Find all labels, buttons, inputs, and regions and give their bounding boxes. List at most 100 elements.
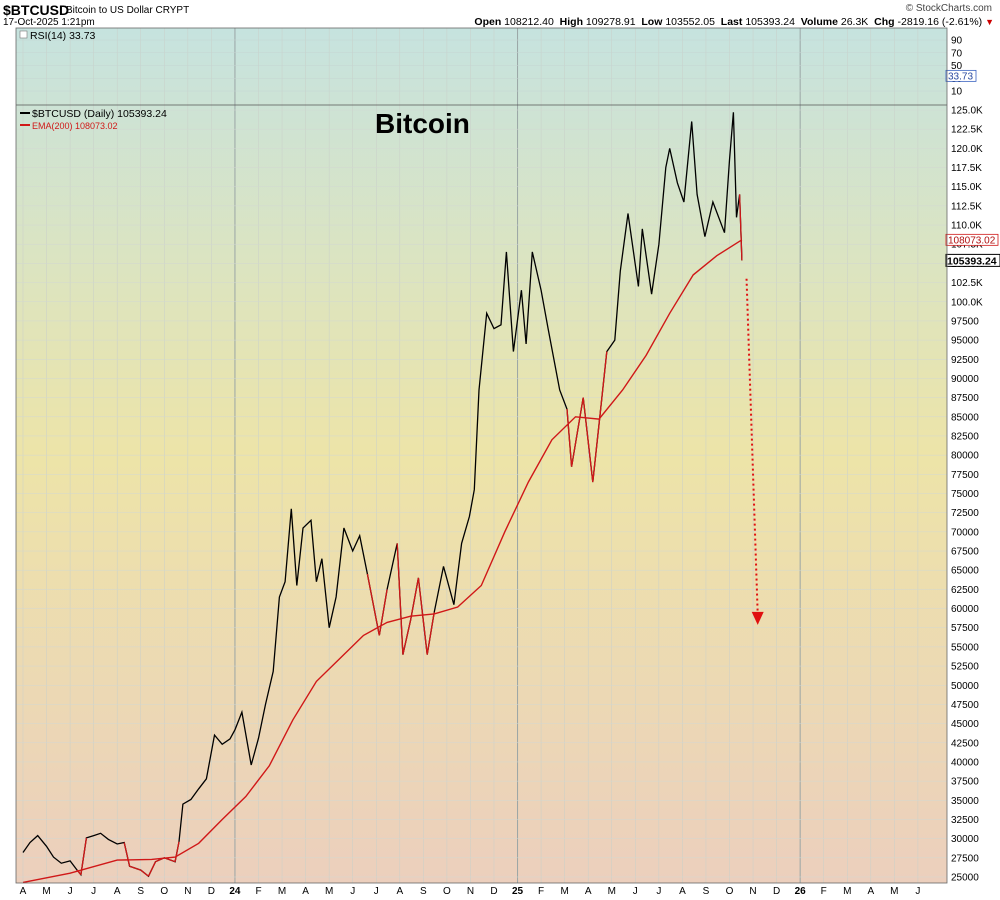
x-tick-label: J: [915, 886, 920, 897]
y-tick-label: 85000: [951, 412, 979, 423]
y-tick-label: 95000: [951, 336, 979, 347]
x-tick-label: A: [114, 886, 121, 897]
y-tick-label: 32500: [951, 815, 979, 826]
x-tick-label: A: [867, 886, 874, 897]
y-tick-label: 57500: [951, 623, 979, 634]
x-tick-label: A: [396, 886, 403, 897]
x-tick-label: J: [656, 886, 661, 897]
x-tick-label: F: [821, 886, 827, 897]
down-arrow-icon: ▼: [985, 17, 994, 27]
legend-ema: EMA(200) 108073.02: [32, 121, 118, 131]
y-tick-label: 70000: [951, 527, 979, 538]
plot-border: [15, 27, 948, 884]
ema200-line: [22, 239, 743, 884]
projection-arrow: [745, 278, 759, 614]
x-tick-label: S: [420, 886, 427, 897]
x-tick-label: J: [350, 886, 355, 897]
x-tick-label: A: [585, 886, 592, 897]
y-tick-label: 90000: [951, 374, 979, 385]
last-price-tag: 105393.24: [945, 253, 1000, 267]
y-tick-label: 82500: [951, 431, 979, 442]
x-tick-label: O: [726, 886, 734, 897]
low-value: 103552.05: [665, 16, 715, 28]
x-tick-label: M: [278, 886, 286, 897]
y-tick-label: 67500: [951, 547, 979, 558]
x-tick-label: A: [302, 886, 309, 897]
y-tick-label: 87500: [951, 393, 979, 404]
open-value: 108212.40: [504, 16, 554, 28]
rsi-legend: RSI(14) 33.73: [19, 30, 96, 42]
vertical-gridlines: [22, 28, 919, 883]
y-tick-label: 72500: [951, 508, 979, 519]
x-tick-label: M: [843, 886, 851, 897]
y-tick-label: 47500: [951, 700, 979, 711]
y-tick-label: 30000: [951, 834, 979, 845]
y-tick-label: 97500: [951, 316, 979, 327]
x-tick-label: F: [538, 886, 544, 897]
high-label: High: [559, 16, 583, 28]
price-line-below-ema: [76, 194, 743, 877]
x-tick-label: N: [749, 886, 756, 897]
y-tick-label: 62500: [951, 585, 979, 596]
y-tick-label: 45000: [951, 719, 979, 730]
x-tick-label: J: [374, 886, 379, 897]
price-axis: 125.0K 122.5K 120.0K 117.5K 115.0K 112.5K 110.…: [951, 106, 983, 884]
x-tick-label: J: [68, 886, 73, 897]
x-tick-label: D: [773, 886, 780, 897]
ohlc-summary: Open 108212.40 High 109278.91 Low 103552…: [474, 16, 994, 28]
y-tick-label: 122.5K: [951, 125, 983, 136]
x-tick-label: M: [42, 886, 50, 897]
x-tick-label: 26: [795, 886, 807, 897]
svg-text:105393.24: 105393.24: [947, 255, 997, 267]
price-legend: $BTCUSD (Daily) 105393.24 EMA(200) 10807…: [20, 108, 167, 131]
x-tick-label: M: [325, 886, 333, 897]
y-tick-label: 60000: [951, 604, 979, 615]
volume-value: 26.3K: [840, 16, 869, 28]
x-tick-label: S: [137, 886, 144, 897]
low-label: Low: [641, 16, 663, 28]
chg-label: Chg: [874, 16, 895, 28]
y-tick-label: 77500: [951, 470, 979, 481]
rsi-tick-label: 70: [951, 48, 963, 59]
y-tick-label: 80000: [951, 451, 979, 462]
x-tick-label: S: [703, 886, 710, 897]
y-tick-label: 125.0K: [951, 106, 983, 117]
svg-text:108073.02: 108073.02: [948, 235, 996, 246]
y-tick-label: 27500: [951, 853, 979, 864]
ema-value-tag: 108073.02: [945, 233, 999, 246]
y-tick-label: 25000: [951, 873, 979, 884]
x-tick-label: D: [490, 886, 497, 897]
x-tick-label: A: [679, 886, 686, 897]
open-label: Open: [474, 16, 502, 28]
y-tick-label: 50000: [951, 681, 979, 692]
x-tick-label: N: [184, 886, 191, 897]
chart-datetime: 17-Oct-2025 1:21pm: [3, 17, 95, 28]
y-tick-label: 100.0K: [951, 297, 983, 308]
y-tick-label: 115.0K: [951, 182, 982, 193]
y-tick-label: 75000: [951, 489, 979, 500]
chart-title: Bitcoin: [375, 108, 470, 139]
symbol-description: Bitcoin to US Dollar CRYPT: [66, 5, 189, 16]
y-tick-label: 35000: [951, 796, 979, 807]
plot-background: [16, 28, 947, 883]
y-tick-label: 55000: [951, 642, 979, 653]
time-axis: A M J J A S O N D 24 F M A M J J A S O N D 25 F M A M J J A S O N D 26 F M A…: [20, 886, 921, 897]
rsi-legend-text: RSI(14) 33.73: [30, 30, 96, 42]
x-tick-label: A: [20, 886, 27, 897]
exchange-label: CRYPT: [155, 5, 190, 16]
last-label: Last: [720, 16, 743, 28]
x-tick-label: N: [467, 886, 474, 897]
y-tick-label: 117.5K: [951, 163, 982, 174]
x-tick-label: D: [208, 886, 215, 897]
chg-value: -2819.16 (-2.61%): [897, 16, 983, 28]
y-tick-label: 65000: [951, 566, 979, 577]
legend-price: $BTCUSD (Daily) 105393.24: [32, 108, 167, 120]
y-tick-label: 52500: [951, 662, 979, 673]
rsi-tick-label: 10: [951, 87, 963, 98]
volume-label: Volume: [800, 16, 838, 28]
y-tick-label: 92500: [951, 355, 979, 366]
x-tick-label: O: [443, 886, 451, 897]
rsi-value-tag: 33.73: [945, 69, 977, 82]
x-tick-label: 24: [229, 886, 241, 897]
